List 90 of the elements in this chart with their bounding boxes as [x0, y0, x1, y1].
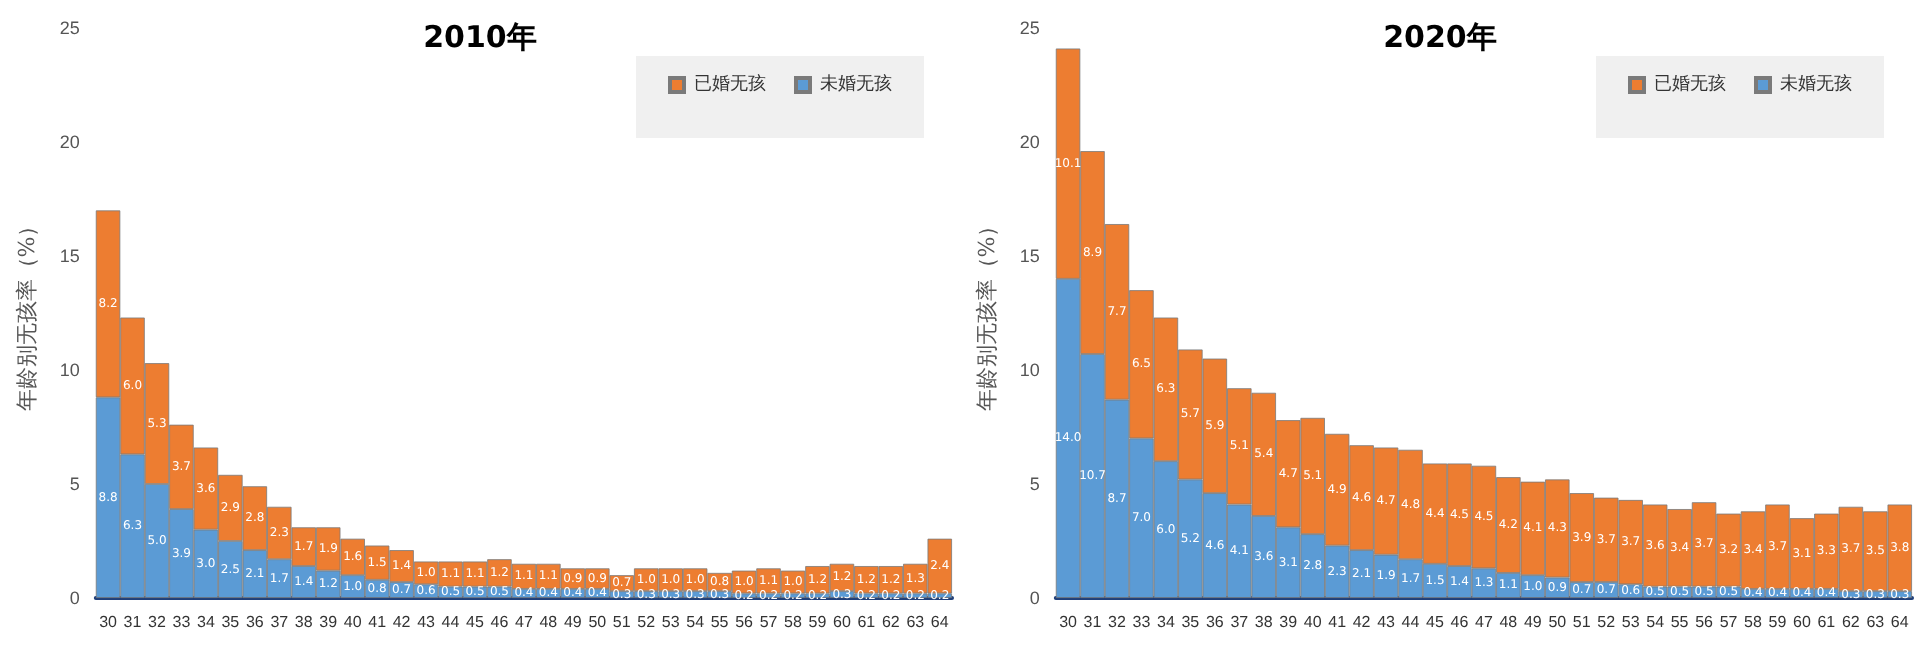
x-tick-label: 57 [759, 613, 779, 631]
x-tick-label: 52 [1597, 613, 1617, 631]
x-tick-label: 32 [148, 613, 167, 631]
x-tick-label: 39 [319, 613, 339, 631]
x-tick-label: 55 [710, 613, 730, 631]
x-tick-label: 41 [368, 613, 388, 631]
y-axis-title: 年龄别无孩率（%） [14, 214, 40, 412]
x-tick-label: 32 [1108, 613, 1127, 631]
x-tick-label: 51 [1572, 613, 1592, 631]
y-tick-label: 5 [69, 474, 80, 494]
y-tick-label: 15 [59, 246, 80, 266]
x-tick-label: 37 [270, 613, 290, 631]
x-tick-label: 52 [637, 613, 657, 631]
x-tick-label: 31 [1083, 613, 1103, 631]
y-tick-label: 5 [1029, 474, 1040, 494]
y-tick-label: 25 [1019, 18, 1040, 38]
x-tick-label: 40 [343, 613, 363, 631]
x-tick-label: 64 [930, 613, 950, 631]
x-tick-label: 47 [515, 613, 534, 631]
x-tick-label: 35 [1181, 613, 1201, 631]
x-tick-label: 34 [1157, 613, 1176, 631]
x-tick-label: 53 [1621, 613, 1641, 631]
x-tick-label: 51 [612, 613, 632, 631]
x-tick-label: 45 [466, 613, 485, 631]
x-tick-label: 46 [490, 613, 510, 631]
x-tick-label: 49 [1523, 613, 1543, 631]
x-tick-label: 50 [1548, 613, 1568, 631]
x-tick-label: 58 [784, 613, 803, 631]
x-tick-label: 48 [1499, 613, 1519, 631]
x-tick-label: 34 [197, 613, 216, 631]
x-tick-label: 40 [1303, 613, 1323, 631]
x-tick-label: 50 [588, 613, 608, 631]
x-tick-label: 44 [1401, 613, 1421, 631]
x-tick-label: 47 [1475, 613, 1494, 631]
x-tick-label: 62 [1841, 613, 1861, 631]
x-tick-label: 43 [1377, 613, 1397, 631]
x-tick-label: 38 [1254, 613, 1274, 631]
x-tick-label: 36 [245, 613, 265, 631]
y-tick-label: 20 [59, 132, 80, 152]
x-tick-label: 35 [221, 613, 241, 631]
y-tick-label: 20 [1019, 132, 1040, 152]
x-tick-label: 41 [1328, 613, 1348, 631]
x-tick-label: 30 [99, 613, 119, 631]
y-tick-label: 25 [59, 18, 80, 38]
y-tick-label: 0 [1029, 588, 1040, 608]
x-tick-label: 54 [686, 613, 706, 631]
x-tick-label: 60 [833, 613, 852, 631]
x-tick-label: 60 [1793, 613, 1812, 631]
x-tick-label: 31 [123, 613, 143, 631]
x-tick-label: 46 [1450, 613, 1470, 631]
legend-label: 未婚无孩 [820, 73, 892, 95]
y-tick-label: 15 [1019, 246, 1040, 266]
x-tick-label: 33 [172, 613, 192, 631]
x-tick-label: 42 [1352, 613, 1372, 631]
x-tick-label: 33 [1132, 613, 1152, 631]
x-tick-label: 64 [1890, 613, 1910, 631]
x-tick-label: 55 [1670, 613, 1690, 631]
x-tick-label: 44 [441, 613, 461, 631]
y-tick-label: 10 [1019, 360, 1040, 380]
x-tick-label: 57 [1719, 613, 1739, 631]
x-tick-label: 59 [1768, 613, 1788, 631]
x-tick-label: 43 [417, 613, 437, 631]
x-tick-label: 42 [392, 613, 412, 631]
y-tick-label: 0 [69, 588, 80, 608]
x-tick-label: 36 [1205, 613, 1225, 631]
x-tick-label: 61 [857, 613, 877, 631]
x-tick-label: 56 [735, 613, 755, 631]
x-tick-label: 56 [1695, 613, 1715, 631]
legend-label: 已婚无孩 [694, 73, 766, 95]
x-tick-label: 37 [1230, 613, 1250, 631]
x-tick-label: 53 [661, 613, 681, 631]
y-axis-title: 年龄别无孩率（%） [974, 214, 1000, 412]
y-tick-label: 10 [59, 360, 80, 380]
x-tick-label: 49 [563, 613, 583, 631]
x-tick-label: 38 [294, 613, 314, 631]
legend-label: 未婚无孩 [1780, 73, 1852, 95]
x-tick-label: 48 [539, 613, 559, 631]
x-tick-label: 58 [1744, 613, 1763, 631]
x-tick-label: 63 [906, 613, 926, 631]
x-tick-label: 63 [1866, 613, 1886, 631]
legend-label: 已婚无孩 [1654, 73, 1726, 95]
x-tick-label: 45 [1426, 613, 1445, 631]
x-tick-label: 62 [881, 613, 901, 631]
x-tick-label: 61 [1817, 613, 1837, 631]
x-tick-label: 54 [1646, 613, 1666, 631]
x-tick-label: 30 [1059, 613, 1079, 631]
x-tick-label: 39 [1279, 613, 1299, 631]
x-tick-label: 59 [808, 613, 828, 631]
chart-title: 2010年 [423, 19, 537, 55]
chart-title: 2020年 [1383, 19, 1497, 55]
